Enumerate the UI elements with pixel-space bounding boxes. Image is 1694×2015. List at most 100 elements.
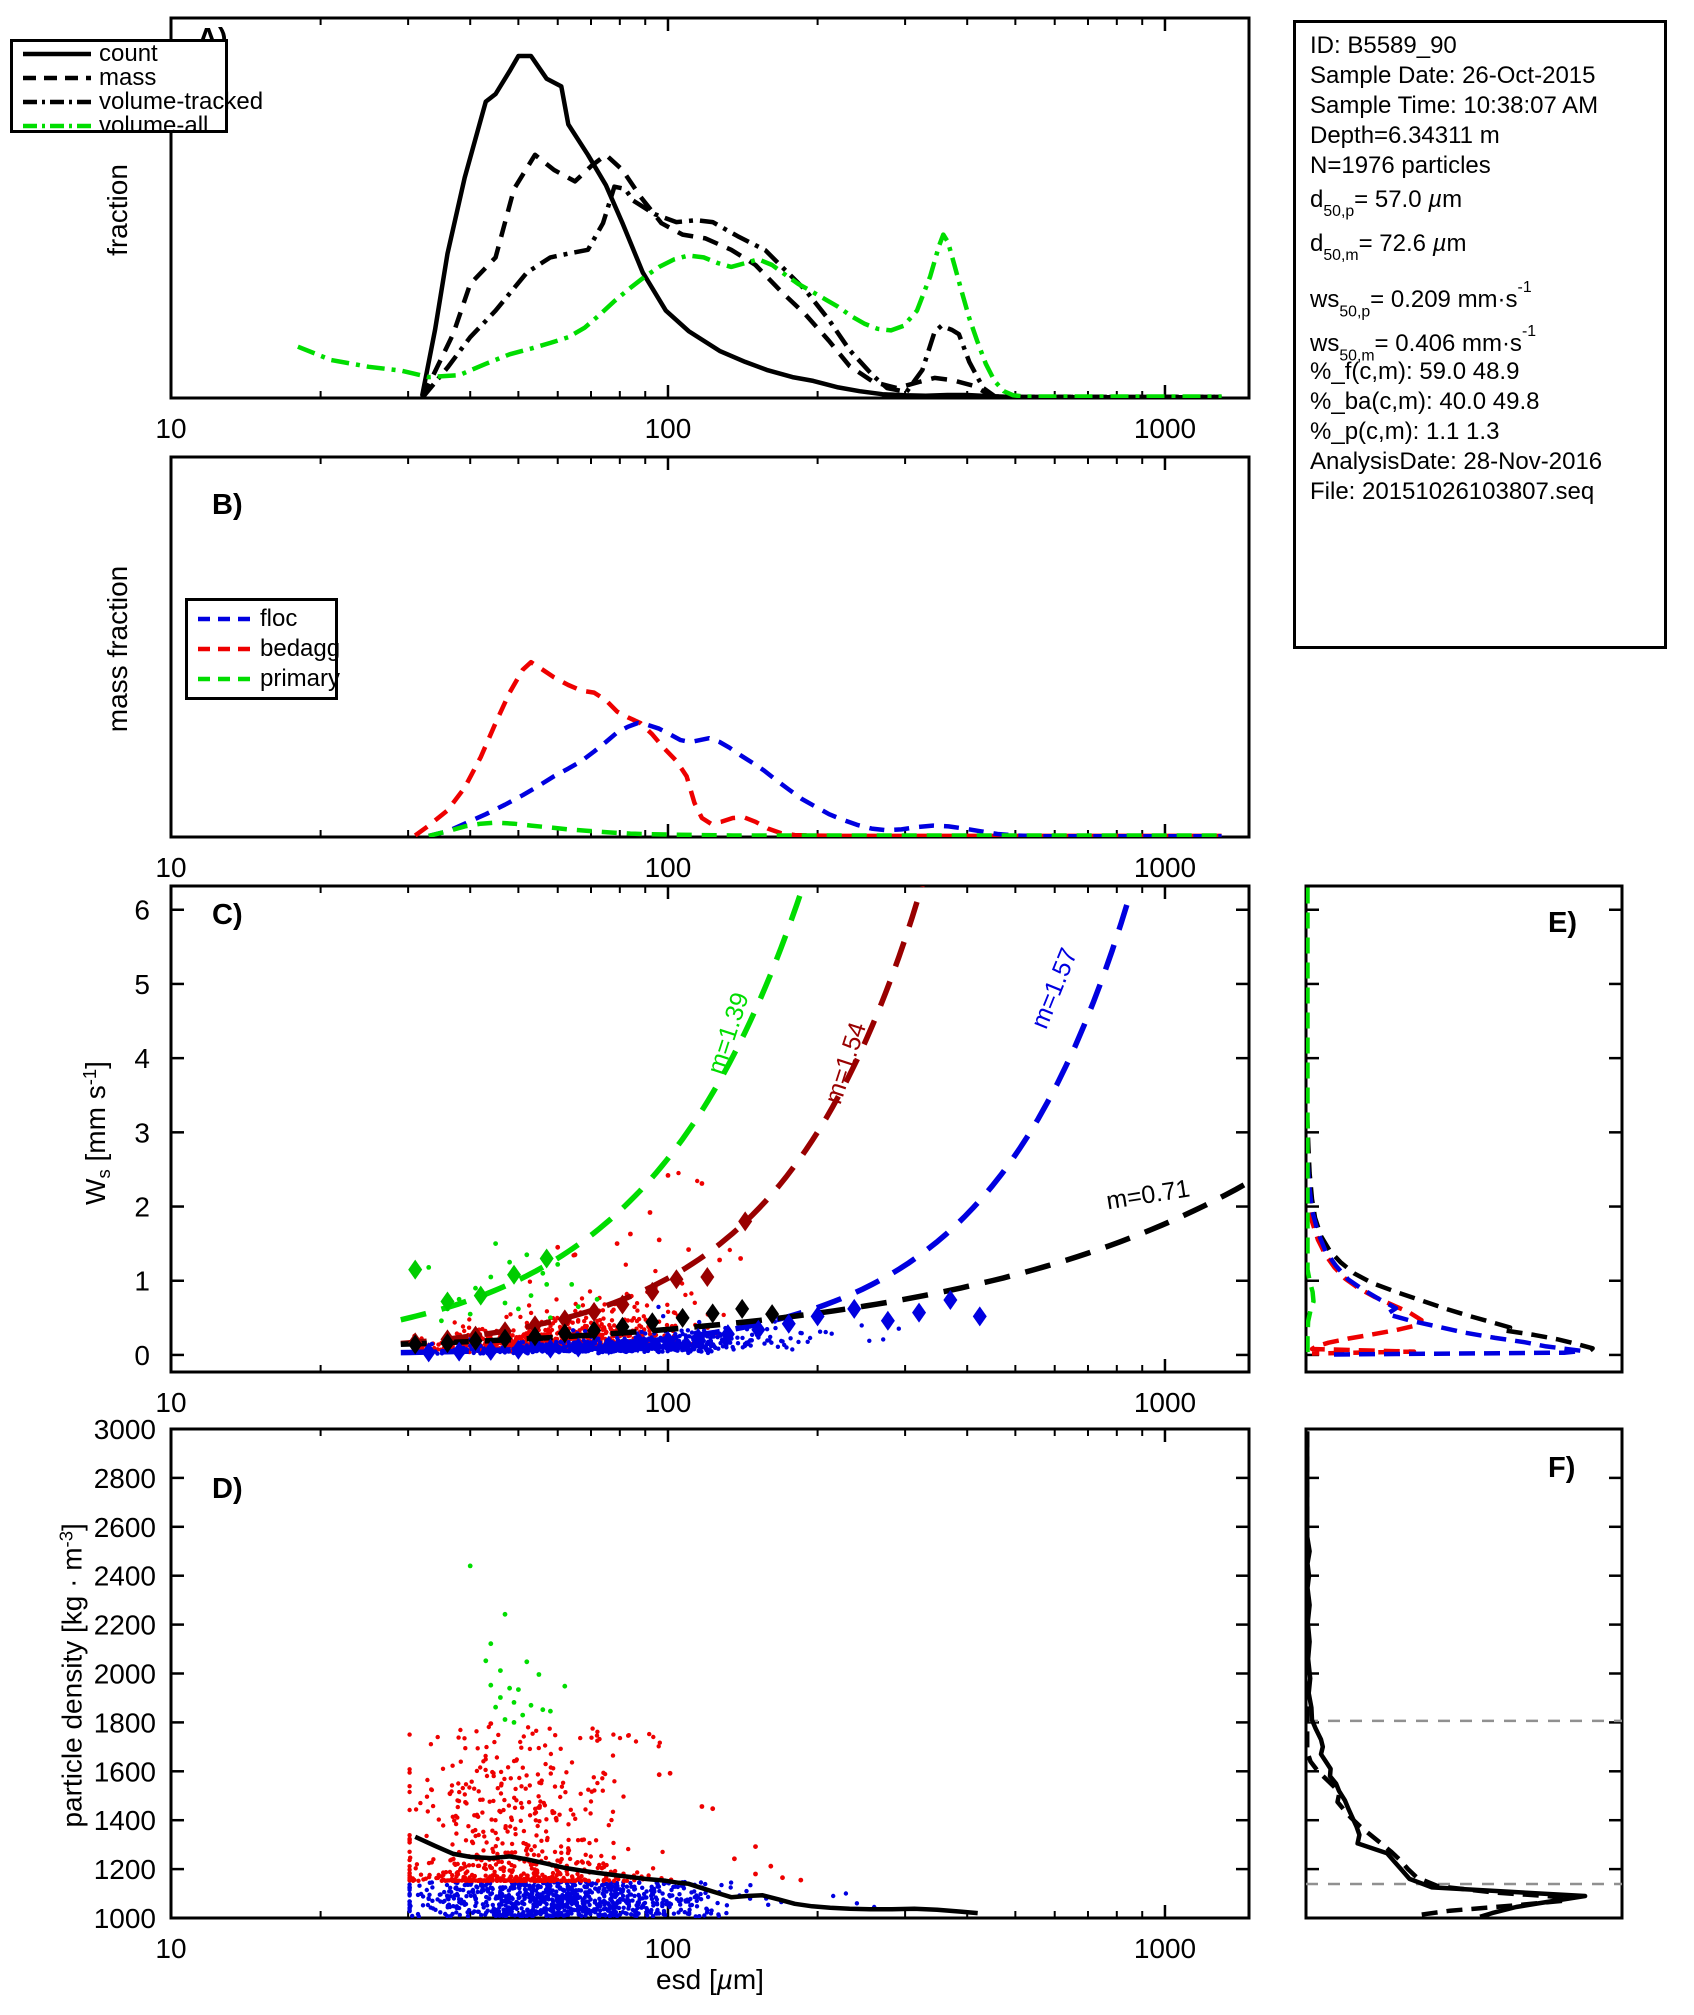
legend-entry-label: volume-all	[99, 112, 209, 139]
panel-b-ylabel: mass fraction	[102, 399, 134, 899]
text-segment: d	[1310, 186, 1324, 213]
text-segment: %_p(c,m): 1.1 1.3	[1310, 418, 1500, 445]
tick-or-annotation-label: m=1.54	[819, 1019, 872, 1108]
legend-entry-mass: mass	[21, 64, 225, 91]
text-segment: d	[1310, 230, 1324, 257]
info-line: ws50,m= 0.406 mm·s-1	[1310, 313, 1664, 364]
legend-line-sample	[198, 646, 252, 652]
panel-c-settling-velocity	[169, 884, 1251, 1374]
info-line: N=1976 particles	[1310, 151, 1664, 181]
panel-label-f: F)	[1548, 1452, 1575, 1484]
tick-or-annotation-label: 10	[155, 413, 186, 444]
text-segment: Depth=6.34311 m	[1310, 122, 1500, 149]
legend-line-sample	[23, 123, 91, 129]
info-line: ID: B5589_90	[1310, 31, 1664, 61]
text-segment: ws	[1310, 330, 1340, 358]
info-line: d50,p= 57.0 µm	[1310, 181, 1664, 225]
tick-or-annotation-label: 10	[155, 1387, 186, 1418]
text-segment: s	[93, 1169, 115, 1179]
panel-label-d: D)	[212, 1473, 243, 1505]
info-line: Sample Date: 26-Oct-2015	[1310, 61, 1664, 91]
text-segment: µ	[1428, 186, 1443, 213]
tick-or-annotation-label: 1000	[1134, 1387, 1196, 1418]
info-line: d50,m= 72.6 µm	[1310, 225, 1664, 269]
tick-or-annotation-label: m=0.71	[1104, 1175, 1191, 1216]
tick-or-annotation-label: 1800	[94, 1707, 156, 1738]
legend-entry-label: primary	[260, 665, 341, 692]
tick-or-annotation-label: 3	[134, 1117, 150, 1148]
legend-line-sample	[198, 676, 252, 682]
tick-or-annotation-label: 100	[645, 413, 692, 444]
legend-panel-a: count mass volume-tracked volume-all	[10, 39, 263, 139]
tick-or-annotation-label: m=1.57	[1026, 944, 1083, 1032]
tick-or-annotation-label: 1	[134, 1266, 150, 1297]
info-line: File: 20151026103807.seq	[1310, 477, 1664, 507]
x-axis-label: esd [µm]	[460, 1964, 960, 1996]
legend-entry-volume-tracked: volume-tracked	[21, 88, 263, 115]
tick-or-annotation-label: 0	[134, 1340, 150, 1371]
text-segment: ]	[79, 1061, 111, 1069]
tick-or-annotation-label: 100	[645, 1387, 692, 1418]
legend-line-sample	[23, 75, 91, 81]
text-segment: -1	[1517, 279, 1532, 296]
legend-entry-label: count	[99, 40, 158, 67]
legend-entry-label: volume-tracked	[99, 88, 264, 115]
info-line: Depth=6.34311 m	[1310, 121, 1664, 151]
text-segment: m]	[732, 1964, 764, 1995]
text-segment: [mm s	[79, 1085, 111, 1170]
info-line: %_ba(c,m): 40.0 49.8	[1310, 387, 1664, 417]
tick-or-annotation-label: 1200	[94, 1854, 156, 1885]
text-segment: W	[79, 1178, 111, 1205]
text-segment: 50,p	[1339, 303, 1371, 321]
legend-line-sample	[23, 51, 91, 57]
tick-or-annotation-label: 10	[155, 1933, 186, 1964]
info-line: %_f(c,m): 59.0 48.9	[1310, 357, 1664, 387]
legend-entry-floc: floc	[196, 605, 335, 632]
text-segment: AnalysisDate: 28-Nov-2016	[1310, 448, 1603, 475]
tick-or-annotation-label: 1000	[94, 1903, 156, 1934]
tick-or-annotation-label: 3000	[94, 1414, 156, 1445]
legend-entry-bedagg: bedagg	[196, 635, 340, 662]
text-segment: esd [	[656, 1964, 717, 1995]
legend-entry-volume-all: volume-all	[21, 112, 225, 139]
legend-entry-label: mass	[99, 64, 157, 91]
text-segment: 50,p	[1323, 203, 1355, 221]
text-segment: %_ba(c,m): 40.0 49.8	[1310, 388, 1540, 415]
tick-or-annotation-label: 1000	[1134, 852, 1196, 883]
legend-line-sample	[198, 616, 252, 622]
text-segment: Sample Time: 10:38:07 AM	[1310, 92, 1599, 119]
panel-label-e: E)	[1548, 907, 1577, 939]
info-line: %_p(c,m): 1.1 1.3	[1310, 417, 1664, 447]
tick-or-annotation-label: 2200	[94, 1610, 156, 1641]
text-segment: -1	[1521, 323, 1537, 340]
legend-entry-primary: primary	[196, 665, 340, 692]
panel-f-density-histogram	[1304, 1427, 1624, 1920]
text-segment: N=1976 particles	[1310, 152, 1491, 179]
panel-label-b: B)	[212, 489, 243, 521]
text-segment: µ	[1432, 230, 1447, 257]
panel-a-size-distribution	[169, 16, 1251, 400]
text-segment: Sample Date: 26-Oct-2015	[1310, 62, 1596, 89]
text-segment: File: 20151026103807.seq	[1310, 478, 1595, 505]
legend-entry-label: floc	[260, 605, 298, 632]
tick-or-annotation-label: 10	[155, 852, 186, 883]
legend-panel-b: floc bedagg primary	[185, 598, 340, 700]
tick-or-annotation-label: 2800	[94, 1463, 156, 1494]
text-segment: m	[1442, 186, 1463, 213]
tick-or-annotation-label: 100	[645, 852, 692, 883]
legend-entry-label: bedagg	[260, 635, 341, 662]
text-segment: ws	[1310, 286, 1340, 314]
tick-or-annotation-label: 6	[134, 895, 150, 926]
text-segment: -3	[55, 1531, 77, 1548]
tick-or-annotation-label: 1400	[94, 1805, 156, 1836]
tick-or-annotation-label: 1600	[94, 1756, 156, 1787]
text-segment: = 0.209 mm·s	[1370, 286, 1518, 314]
tick-or-annotation-label: 1000	[1134, 1933, 1196, 1964]
text-segment: ID: B5589_90	[1310, 32, 1457, 59]
text-segment: = 72.6	[1358, 230, 1433, 257]
text-segment: particle density [kg · m	[56, 1547, 88, 1828]
text-segment: 50,m	[1339, 347, 1375, 365]
tick-or-annotation-label: 4	[134, 1043, 150, 1074]
